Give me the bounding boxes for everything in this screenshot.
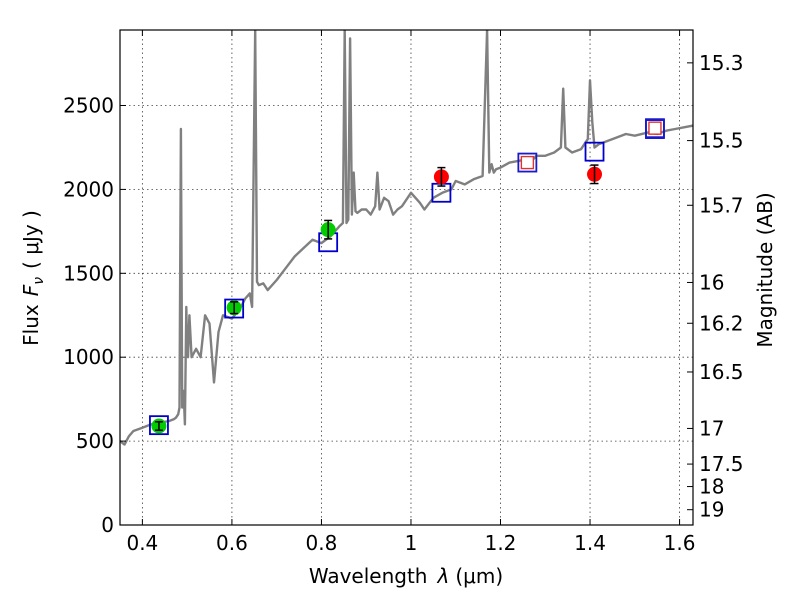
x-tick-label: 1.6 [664,531,696,555]
x-tick-label: 1 [405,531,418,555]
red-square-marker [648,121,662,135]
mag-tick-label: 15.3 [699,51,744,75]
grid-layer [120,30,693,526]
plot-frame [119,29,694,526]
y-tick-label: 1500 [63,261,114,285]
blue-square-marker [149,415,169,436]
spectrum-line [120,30,693,446]
mag-tick-label: 16.2 [699,311,744,335]
red-square-marker [520,155,535,170]
x-axis-label-symbol: λ [437,564,450,588]
y-axis-label-unit: ( μJy ) [19,210,43,269]
x-tick-label: 1.4 [574,531,606,555]
mag-tick-label: 16.5 [699,360,744,384]
mag-tick-label: 17 [699,416,724,440]
y-axis-label-text: Flux [19,304,43,346]
y-tick-label: 500 [76,429,114,453]
y-axis-label-symbol: F [19,284,43,296]
mag-tick-label: 18 [699,475,724,499]
x-tick-label: 0.6 [216,531,248,555]
mag-tick-label: 15.7 [699,193,744,217]
y-axis-label: Flux Fν ( μJy ) [19,210,47,346]
y-tick-label: 0 [101,513,114,537]
y2-axis-label: Magnitude (AB) [753,192,777,347]
y-tick-label: 2500 [63,94,114,118]
x-axis-label: Wavelength λ (μm) [309,564,503,588]
blue-outer-square-marker [517,152,538,173]
series-layer [120,30,693,446]
blue-square-marker [224,298,245,319]
x-tick-label: 0.4 [126,531,158,555]
mag-tick-label: 17.5 [699,452,744,476]
ticks-layer: 0.4 0.6 0.8 1 1.2 1.4 1.6 0 500 1000 1500 2000 2500 1… [63,30,744,555]
mag-tick-label: 15.5 [699,129,744,153]
y-axis-label-subscript: ν [31,277,47,285]
y-tick-label: 1000 [63,345,114,369]
mag-tick-label: 19 [699,498,724,522]
blue-square-marker [584,141,605,162]
x-axis-label-unit: (μm) [455,564,503,588]
y-tick-label: 2000 [63,177,114,201]
mag-tick-label: 16 [699,270,724,294]
blue-outer-square-marker [645,118,665,139]
x-tick-label: 1.2 [485,531,517,555]
x-tick-label: 0.8 [306,531,338,555]
x-axis-label-text: Wavelength [309,564,428,588]
